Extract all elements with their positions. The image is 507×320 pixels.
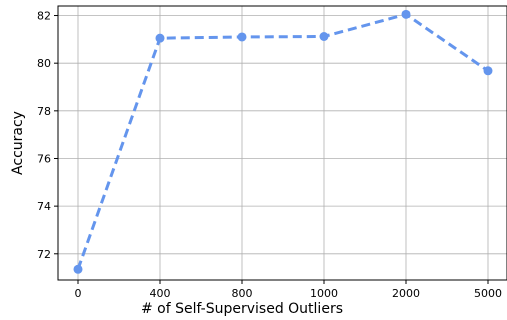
y-tick-label: 74 bbox=[37, 200, 51, 213]
y-axis: 72 74 76 78 80 82 bbox=[37, 10, 58, 261]
grid bbox=[58, 6, 507, 280]
x-tick-label: 400 bbox=[150, 287, 171, 300]
x-axis: 0 400 800 1000 2000 5000 bbox=[75, 280, 502, 300]
y-tick-label: 82 bbox=[37, 10, 51, 23]
x-tick-label: 0 bbox=[75, 287, 82, 300]
x-tick-label: 1000 bbox=[310, 287, 338, 300]
data-point bbox=[483, 66, 493, 76]
y-tick-label: 80 bbox=[37, 57, 51, 70]
series-line bbox=[76, 12, 489, 270]
x-tick-label: 2000 bbox=[392, 287, 420, 300]
data-point bbox=[73, 264, 83, 274]
y-tick-label: 76 bbox=[37, 152, 51, 165]
y-tick-label: 78 bbox=[37, 105, 51, 118]
data-point bbox=[319, 31, 329, 41]
y-axis-label: Accuracy bbox=[10, 111, 26, 175]
y-tick-label: 72 bbox=[37, 248, 51, 261]
x-tick-label: 800 bbox=[232, 287, 253, 300]
plot-frame bbox=[57, 5, 507, 281]
x-tick-label: 5000 bbox=[474, 287, 502, 300]
data-point bbox=[237, 32, 247, 42]
data-point bbox=[401, 9, 411, 19]
x-axis-label: # of Self-Supervised Outliers bbox=[141, 301, 343, 317]
series-layer bbox=[73, 9, 493, 274]
data-point bbox=[155, 33, 165, 43]
